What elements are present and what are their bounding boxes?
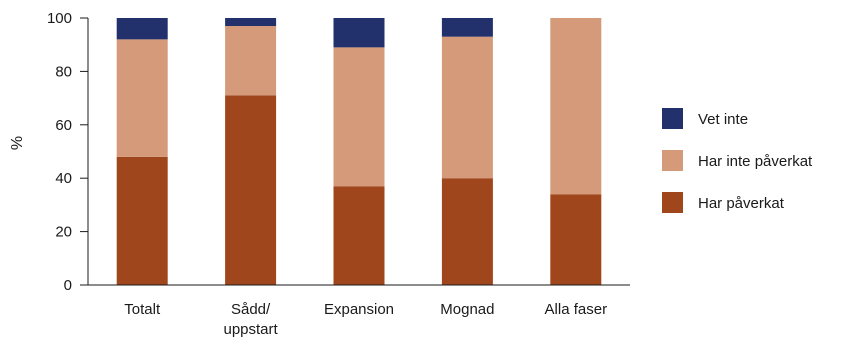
y-tick-label: 0 [64, 277, 72, 294]
x-axis-labels: Totalt Sådd/uppstart Expansion Mognad Alla f… [124, 301, 607, 338]
x-category-label: Expansion [324, 301, 394, 318]
legend-label: Har påverkat [698, 195, 785, 212]
x-category-label: Mognad [440, 301, 494, 318]
x-category-label: Sådd/uppstart [223, 301, 278, 338]
legend-label: Har inte påverkat [698, 153, 813, 170]
bar-segment-har-påverkat [441, 178, 493, 285]
legend-swatch [662, 108, 683, 129]
x-category-label: Totalt [124, 301, 161, 318]
y-axis-ticks: 0 20 40 60 80 100 [47, 10, 89, 294]
bar-segment-har-påverkat [333, 186, 385, 285]
legend-swatch [662, 150, 683, 171]
bar-segment-har-påverkat [116, 156, 168, 285]
y-tick-label: 80 [55, 63, 72, 80]
legend-label: Vet inte [698, 111, 748, 128]
bar-segment-har-påverkat [225, 95, 277, 286]
legend-swatch [662, 192, 683, 213]
bars-group [116, 18, 602, 286]
y-tick-label: 40 [55, 170, 72, 187]
bar-segment-har-inte-påverkat [441, 36, 493, 179]
y-tick-label: 100 [47, 10, 72, 27]
bar-segment-har-inte-påverkat [550, 18, 602, 195]
bar-segment-har-påverkat [550, 194, 602, 285]
y-axis-title: % [9, 136, 26, 150]
y-tick-label: 20 [55, 224, 72, 241]
bar-segment-vet-inte [225, 18, 277, 27]
bar-segment-vet-inte [116, 18, 168, 40]
bar-segment-har-inte-påverkat [333, 47, 385, 187]
x-category-label: Alla faser [545, 301, 608, 318]
bar-segment-vet-inte [333, 18, 385, 48]
y-tick-label: 60 [55, 117, 72, 134]
bar-segment-har-inte-påverkat [116, 39, 168, 157]
bar-segment-har-inte-påverkat [225, 26, 277, 96]
bar-segment-vet-inte [441, 18, 493, 37]
legend: Vet inte Har inte påverkat Har påverkat [662, 108, 813, 213]
